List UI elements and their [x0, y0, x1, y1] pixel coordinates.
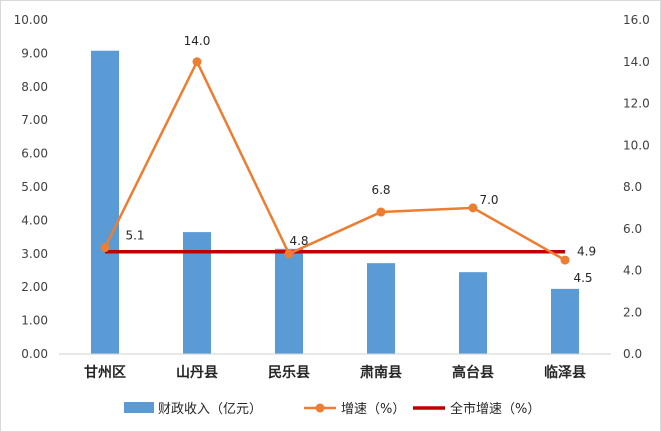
category-label: 高台县 [452, 364, 494, 381]
growth-line [103, 58, 566, 262]
left-axis-tick-label: 2.00 [21, 280, 48, 294]
growth-marker [468, 203, 478, 213]
revenue-bar [91, 50, 119, 355]
revenue-bar [367, 263, 395, 354]
growth-data-label: 7.0 [479, 193, 498, 207]
legend-label-growth: 增速（%） [341, 402, 405, 417]
right-axis-tick-label: 0.0 [623, 347, 642, 361]
left-axis-tick-label: 10.00 [14, 13, 48, 27]
legend-label-city-growth: 全市增速（%） [450, 401, 540, 417]
revenue-bar [275, 248, 303, 354]
left-axis-tick-label: 4.00 [21, 213, 48, 227]
right-axis-tick-label: 12.0 [623, 97, 650, 111]
right-axis-tick-label: 10.0 [623, 138, 650, 152]
left-axis-tick-label: 6.00 [21, 147, 48, 161]
category-label: 甘州区 [84, 364, 126, 381]
left-axis-tick-label: 1.00 [21, 314, 48, 328]
revenue-bar [459, 272, 487, 354]
category-label: 山丹县 [176, 365, 218, 381]
legend-growth-marker [315, 403, 325, 413]
legend-bar-swatch [124, 402, 154, 413]
right-axis-tick-label: 14.0 [623, 55, 650, 69]
growth-data-label: 14.0 [184, 34, 211, 48]
left-axis-tick-label: 9.00 [21, 46, 48, 60]
category-label: 民乐县 [268, 364, 310, 381]
growth-marker [376, 207, 386, 217]
right-axis-tick-label: 16.0 [623, 13, 650, 27]
right-axis-tick-label: 2.0 [623, 305, 642, 319]
growth-data-label: 4.5 [573, 271, 592, 285]
growth-marker [560, 255, 570, 265]
category-label: 肃南县 [360, 364, 402, 381]
growth-data-label: 6.8 [371, 183, 390, 197]
left-axis-tick-label: 5.00 [21, 180, 48, 194]
left-axis-tick-label: 0.00 [21, 347, 48, 361]
right-axis-tick-label: 6.0 [623, 222, 642, 236]
revenue-bar [551, 288, 579, 354]
city-growth-data-label: 4.9 [577, 245, 596, 259]
growth-marker [192, 57, 202, 67]
growth-data-label: 4.8 [289, 234, 308, 248]
left-axis-tick-label: 8.00 [21, 80, 48, 94]
right-axis-tick-label: 8.0 [623, 180, 642, 194]
left-axis-tick-label: 3.00 [21, 247, 48, 261]
category-label: 临泽县 [544, 364, 586, 381]
growth-marker [284, 249, 294, 259]
growth-data-label: 5.1 [125, 229, 144, 243]
growth-marker [100, 243, 110, 253]
left-axis-tick-label: 7.00 [21, 113, 48, 127]
right-axis-tick-label: 4.0 [623, 264, 642, 278]
legend-label-revenue: 财政收入（亿元） [158, 402, 262, 417]
